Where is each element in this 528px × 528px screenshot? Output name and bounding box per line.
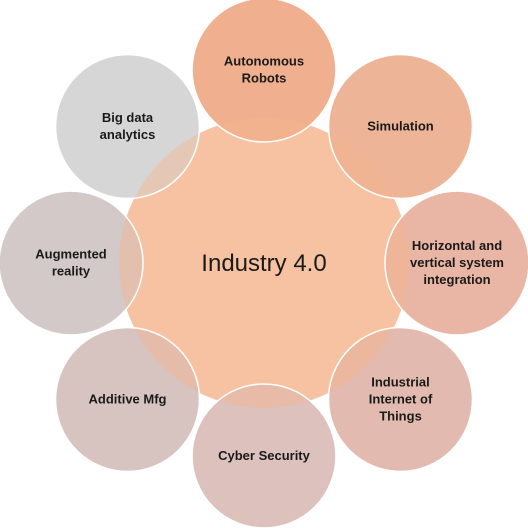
node-label-line: Additive Mfg [89,392,167,407]
node-label-line: Internet of [369,392,433,407]
node-label-4: Industrial Internet of Things [369,375,433,424]
node-overlay-5 [191,383,337,528]
node-label-line: vertical system [410,255,504,270]
node-overlay-2 [327,53,474,200]
labels: Industry 4.0 Autonomous Robots Simulation Ho… [35,54,504,464]
node-label-line: Simulation [367,119,434,134]
node-label-line: Big data [102,110,154,125]
node-label-8: Big data analytics [100,110,156,142]
node-label-7: Augmented reality [35,247,107,279]
node-label-line: analytics [100,127,156,142]
node-label-2: Simulation [367,119,434,134]
node-label-line: Cyber Security [218,448,311,463]
node-label-5: Cyber Security [218,448,311,463]
node-label-line: Industrial [371,375,430,390]
node-label-line: Autonomous [224,54,304,69]
node-overlay-8 [54,53,201,200]
node-label-line: Horizontal and [412,238,502,253]
node-label-line: Things [379,409,422,424]
node-label-line: Robots [242,71,287,86]
node-overlay-7 [0,190,144,336]
node-overlay-6 [54,326,201,473]
node-overlay-3 [384,190,528,336]
node-label-1: Autonomous Robots [224,54,304,86]
node-overlay-1 [191,0,337,143]
node-label-line: integration [423,272,490,287]
node-label-line: reality [52,264,91,279]
center-circle [119,118,409,408]
center-label: Industry 4.0 [201,250,326,277]
node-overlay-4 [327,326,474,473]
node-label-6: Additive Mfg [89,392,167,407]
node-label-line: Augmented [35,247,107,262]
node-label-3: Horizontal and vertical system integration [410,238,504,287]
